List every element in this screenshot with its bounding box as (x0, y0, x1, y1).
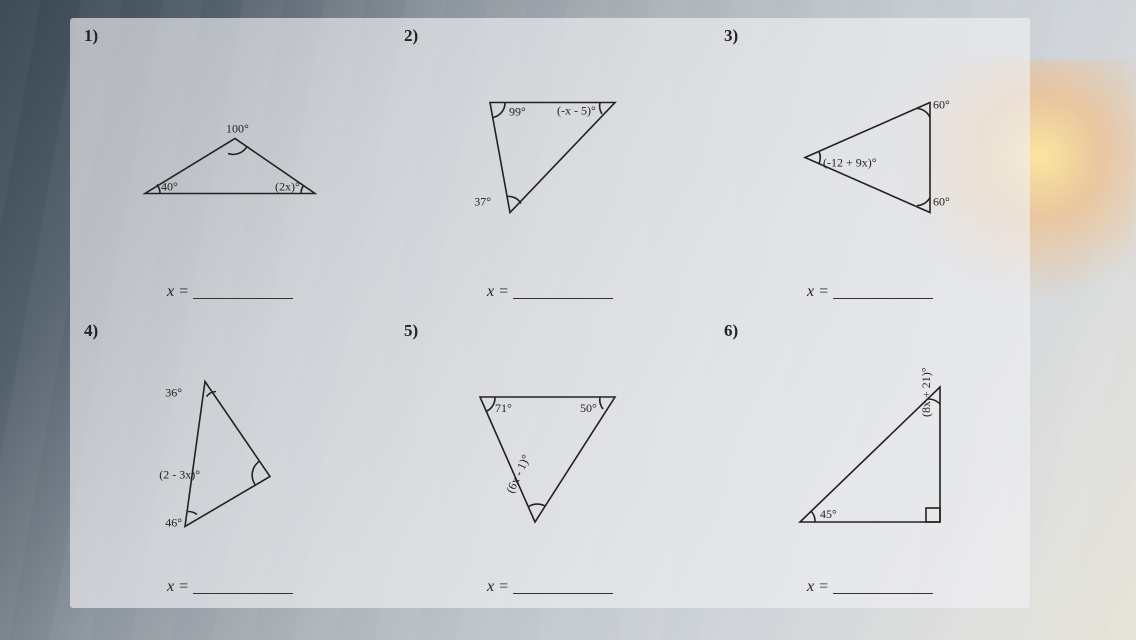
worksheet-sheet: 1) 40° 100° (2x)° x = 2) 99° (70, 18, 1030, 608)
angle-label: 50° (580, 401, 597, 415)
answer-prefix: x = (167, 283, 189, 300)
problem-number: 2) (404, 26, 418, 46)
answer-prefix: x = (807, 283, 829, 300)
answer-prefix: x = (487, 578, 509, 595)
triangle-3: (-12 + 9x)° 60° 60° (755, 72, 985, 242)
triangle-6: 45° (8x + 21)° (760, 362, 980, 542)
answer-line: x = (167, 283, 293, 301)
triangle-5: 71° 50° (6x - 1)° (435, 362, 665, 542)
angle-label: 60° (933, 97, 950, 111)
angle-label: 71° (495, 401, 512, 415)
problem-number: 6) (724, 321, 738, 341)
problem-3: 3) (-12 + 9x)° 60° 60° x = (710, 18, 1030, 313)
answer-line: x = (487, 578, 613, 596)
answer-prefix: x = (167, 578, 189, 595)
angle-label: 100° (226, 121, 249, 135)
answer-line: x = (167, 578, 293, 596)
angle-label: (-12 + 9x)° (823, 155, 877, 169)
angle-label: (8x + 21)° (919, 367, 933, 417)
answer-prefix: x = (807, 578, 829, 595)
problem-2: 2) 99° (-x - 5)° 37° x = (390, 18, 710, 313)
problem-5: 5) 71° 50° (6x - 1)° x = (390, 313, 710, 608)
angle-label: 37° (474, 194, 491, 208)
triangle-1: 40° 100° (2x)° (115, 83, 345, 233)
angle-label: (-x - 5)° (557, 103, 596, 117)
angle-label: (2x)° (275, 179, 300, 193)
triangle-4: 46° 36° (2 - 3x)° (130, 356, 330, 546)
problem-number: 1) (84, 26, 98, 46)
problem-number: 4) (84, 321, 98, 341)
answer-line: x = (807, 578, 933, 596)
problem-6: 6) 45° (8x + 21)° x = (710, 313, 1030, 608)
angle-label: 45° (820, 507, 837, 521)
triangle-2: 99° (-x - 5)° 37° (435, 72, 665, 242)
angle-label: 40° (161, 179, 178, 193)
angle-label: (2 - 3x)° (159, 467, 200, 481)
angle-label: 36° (165, 385, 182, 399)
answer-line: x = (807, 283, 933, 301)
answer-prefix: x = (487, 283, 509, 300)
problem-number: 3) (724, 26, 738, 46)
problem-1: 1) 40° 100° (2x)° x = (70, 18, 390, 313)
problem-grid: 1) 40° 100° (2x)° x = 2) 99° (70, 18, 1030, 608)
answer-line: x = (487, 283, 613, 301)
angle-label: 99° (509, 104, 526, 118)
angle-label: 46° (165, 515, 182, 529)
problem-4: 4) 46° 36° (2 - 3x)° x = (70, 313, 390, 608)
angle-label: 60° (933, 194, 950, 208)
problem-number: 5) (404, 321, 418, 341)
